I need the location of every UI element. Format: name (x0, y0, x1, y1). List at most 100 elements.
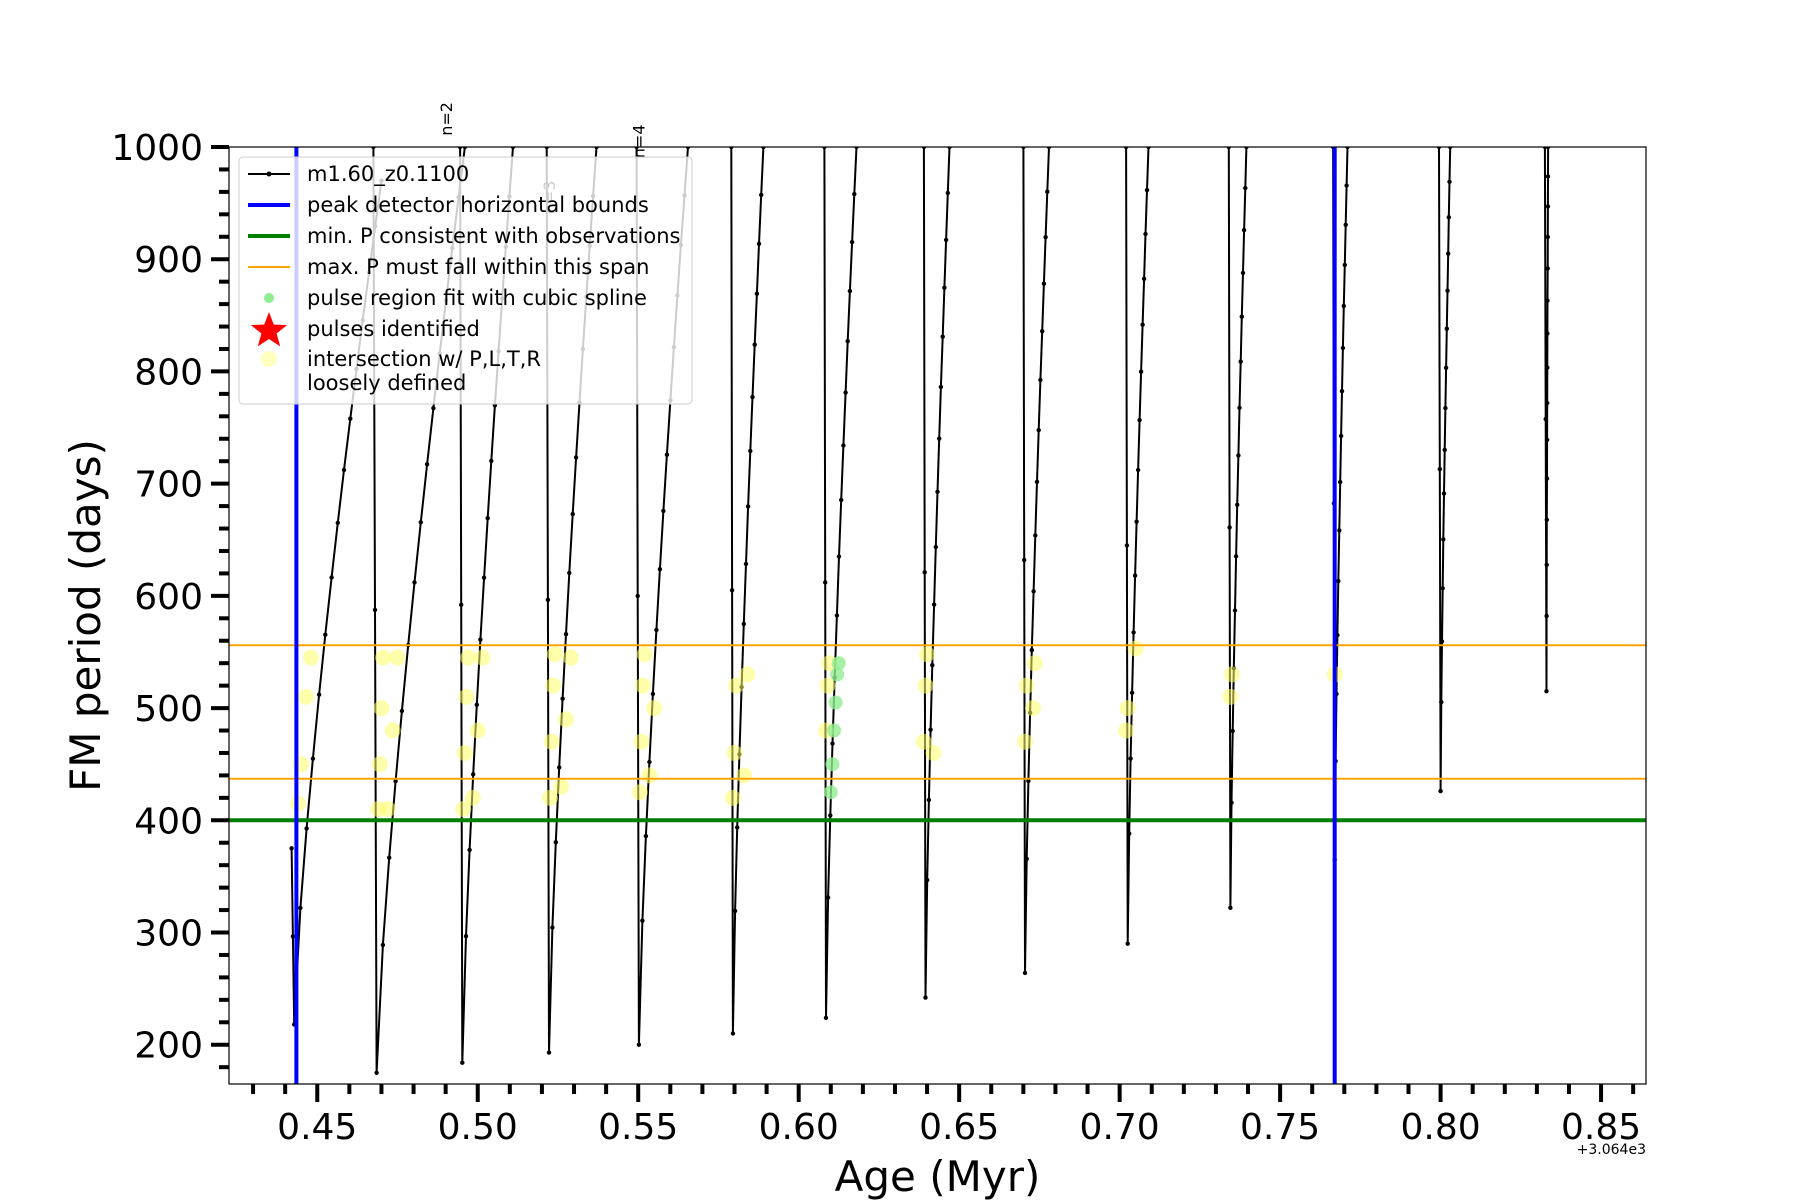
series-point (412, 580, 417, 585)
series-point (1033, 533, 1038, 538)
intersection-point (819, 677, 836, 694)
series-point (298, 905, 303, 911)
series-point (1338, 479, 1343, 485)
series-point (341, 467, 347, 473)
series-point (729, 588, 735, 593)
y-tick-label: 1000 (111, 128, 203, 169)
y-tick-label: 500 (134, 689, 203, 730)
intersection-point (915, 733, 932, 750)
series-point (424, 462, 430, 467)
legend-label: peak detector horizontal bounds (307, 193, 649, 217)
series-point (573, 455, 579, 460)
series-point (940, 334, 945, 339)
series-point (635, 593, 640, 599)
series-point (1544, 517, 1550, 522)
series-point (640, 918, 645, 923)
spline-point (823, 785, 838, 800)
series-point (545, 597, 551, 602)
series-point (1038, 377, 1043, 383)
series-point (304, 826, 309, 831)
series-point (1031, 589, 1036, 594)
plot-frame (228, 146, 1647, 1085)
series-point (841, 443, 846, 448)
intersection-point (469, 722, 486, 739)
intersection-point (919, 646, 936, 663)
series-point (553, 840, 558, 845)
series-point (1544, 437, 1550, 442)
legend-label: min. P consistent with observations (307, 224, 680, 248)
series-point (1444, 326, 1450, 331)
x-tick-label: 0.50 (438, 1107, 518, 1148)
series-point (754, 291, 760, 296)
series-point (1235, 502, 1240, 507)
intersection-point (1222, 688, 1239, 705)
y-tick-label: 700 (134, 465, 203, 506)
legend-label: pulse region fit with cubic spline (307, 286, 647, 310)
intersection-point (1026, 655, 1043, 672)
series-point (489, 458, 494, 464)
series-point (937, 436, 942, 441)
series-point (845, 339, 850, 344)
series-point (752, 342, 757, 347)
series-point (1443, 365, 1449, 370)
series-point (1237, 405, 1242, 410)
y-axis: 200 300 400 500 600 700 800 900 1000 (111, 128, 229, 1070)
series-point (418, 520, 423, 525)
series-point (1034, 479, 1040, 484)
series-line-pulse-8 (922, 147, 951, 998)
intersection-point (464, 789, 481, 806)
series-point (1239, 314, 1245, 319)
series-point (1543, 416, 1548, 422)
series-point (1439, 639, 1445, 644)
series-point (636, 1042, 642, 1047)
series-point (1446, 251, 1451, 256)
series-point (1438, 788, 1443, 794)
series-point (374, 1070, 379, 1076)
series-point (1128, 756, 1133, 761)
series-point (1129, 690, 1135, 695)
series-point (926, 797, 932, 803)
intersection-point (633, 733, 650, 750)
series-point (661, 508, 666, 514)
series-point (643, 833, 649, 839)
series-point (735, 825, 740, 830)
intersection-point (917, 677, 934, 694)
series-point (759, 192, 764, 198)
intersection-point (455, 801, 472, 818)
series-point (1342, 262, 1348, 268)
series-point (745, 504, 751, 509)
series-point (557, 765, 562, 770)
series-point (431, 405, 436, 411)
marker-layer (290, 640, 1343, 818)
series-point (323, 632, 328, 637)
series-point (1041, 281, 1047, 286)
x-tick-label: 0.70 (1080, 1107, 1160, 1148)
annotation-label-1: n=2 (437, 102, 456, 136)
intersection-point (542, 789, 558, 806)
series-point (1241, 227, 1247, 233)
intersection-point (635, 677, 651, 694)
series-line-pulse-7 (823, 147, 858, 1018)
series-point (823, 1015, 829, 1020)
legend-swatch-marker (266, 171, 272, 177)
intersection-point (389, 649, 406, 666)
series-point (1024, 856, 1029, 861)
intersection-point (543, 733, 560, 750)
intersection-point (724, 789, 741, 806)
intersection-point (456, 745, 473, 761)
series-point (1021, 557, 1027, 563)
series-point (1036, 427, 1041, 433)
intersection-point (373, 700, 390, 717)
series-point (756, 241, 762, 246)
series-point (1341, 303, 1347, 309)
series-point (935, 489, 940, 494)
series-point (1236, 453, 1241, 458)
intersection-point (736, 767, 753, 784)
series-point (1026, 778, 1031, 784)
series-point (1134, 519, 1139, 524)
series-point (463, 934, 469, 939)
series-point (933, 544, 938, 550)
series-point (847, 288, 853, 294)
intersection-point (641, 767, 658, 784)
x-tick-label: 0.60 (759, 1107, 839, 1148)
